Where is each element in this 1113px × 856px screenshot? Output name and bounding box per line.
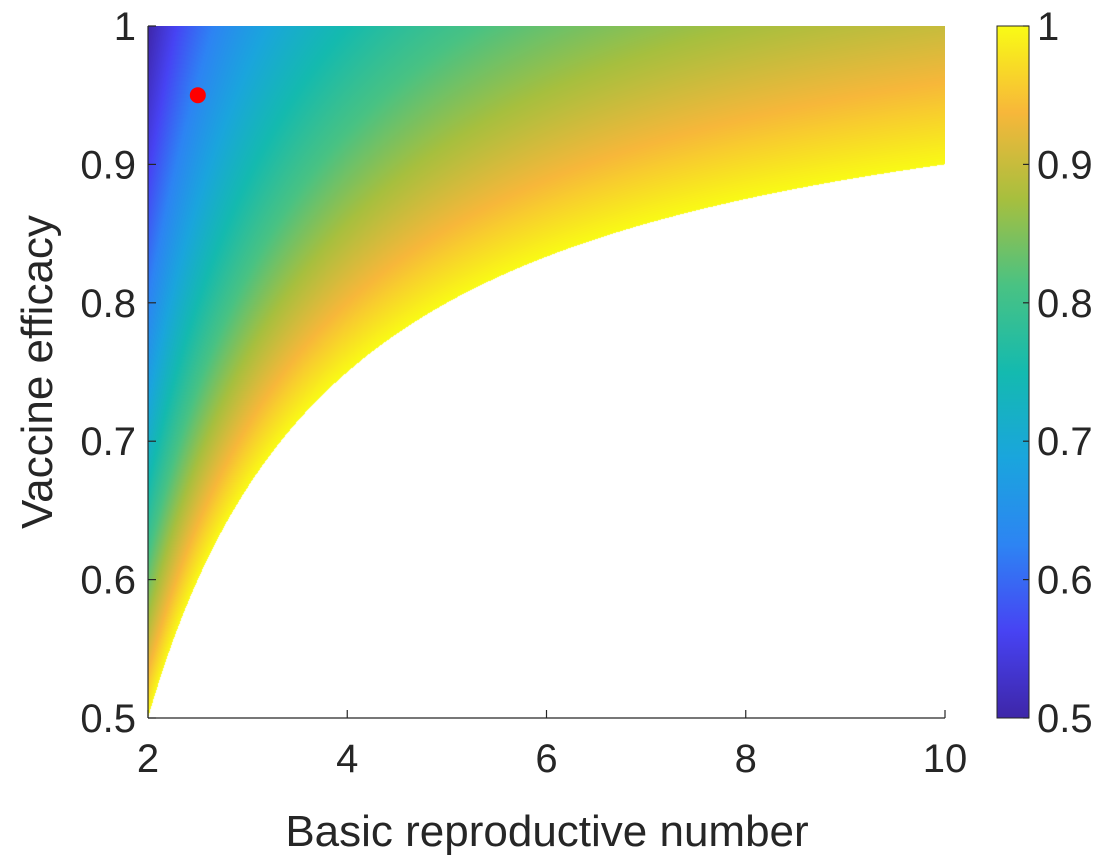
y-axis-title: Vaccine efficacy — [13, 215, 62, 529]
y-tick-label: 0.8 — [80, 282, 136, 326]
colorbar-tick-label: 1 — [1037, 5, 1059, 49]
x-ticks: 2 4 6 8 10 — [137, 710, 967, 781]
y-ticks: 0.5 0.6 0.7 0.8 0.9 1 — [80, 5, 156, 741]
highlight-point — [189, 87, 206, 104]
x-tick-label: 10 — [923, 737, 968, 781]
heatmap-surface — [148, 26, 945, 718]
x-tick-label: 4 — [336, 737, 358, 781]
colorbar-gradient — [996, 25, 1030, 719]
colorbar-tick-label: 0.9 — [1037, 143, 1093, 187]
colorbar-tick-label: 0.7 — [1037, 420, 1093, 464]
y-tick-label: 1 — [114, 5, 136, 49]
colorbar-tick-label: 0.6 — [1037, 559, 1093, 603]
x-tick-label: 6 — [535, 737, 557, 781]
y-tick-label: 0.6 — [80, 559, 136, 603]
x-axis-title: Basic reproductive number — [285, 807, 808, 856]
colorbar-tick-label: 0.5 — [1037, 697, 1093, 741]
colorbar: 0.5 0.6 0.7 0.8 0.9 1 — [996, 5, 1093, 741]
y-tick-label: 0.9 — [80, 143, 136, 187]
colorbar-ticks: 0.5 0.6 0.7 0.8 0.9 1 — [1023, 5, 1093, 741]
colorbar-tick-label: 0.8 — [1037, 282, 1093, 326]
y-tick-label: 0.5 — [80, 697, 136, 741]
x-tick-label: 2 — [137, 737, 159, 781]
x-tick-label: 8 — [735, 737, 757, 781]
y-tick-label: 0.7 — [80, 420, 136, 464]
